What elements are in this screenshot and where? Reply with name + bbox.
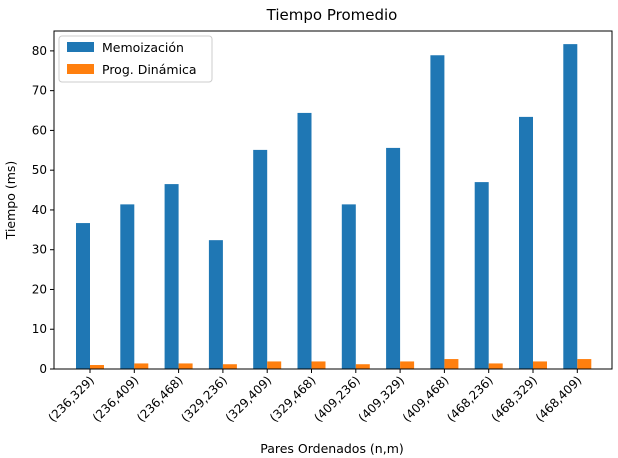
y-tick-label-4: 40 xyxy=(32,203,47,217)
bar-prog-dinamica-5 xyxy=(311,361,326,369)
bar-memoizacion-2 xyxy=(164,184,179,369)
x-tick-label-0: (236,329) xyxy=(46,373,98,425)
legend: Memoización Prog. Dinámica xyxy=(58,35,213,83)
y-tick-label-7: 70 xyxy=(32,84,47,98)
bar-memoizacion-8 xyxy=(430,55,445,369)
plot-frame xyxy=(53,30,613,370)
y-axis: 0 10 20 30 40 50 60 70 80 xyxy=(32,44,54,376)
bar-prog-dinamica-11 xyxy=(577,359,592,369)
x-tick-label-9: (468,236) xyxy=(444,373,496,425)
y-tick-label-2: 20 xyxy=(32,282,47,296)
bar-prog-dinamica-10 xyxy=(533,361,547,369)
bar-prog-dinamica-6 xyxy=(355,364,370,369)
bar-prog-dinamica-2 xyxy=(178,363,193,369)
x-tick-label-7: (409,329) xyxy=(356,373,408,425)
y-tick-label-3: 30 xyxy=(32,243,47,257)
bar-prog-dinamica-1 xyxy=(134,363,149,369)
bar-memoizacion-7 xyxy=(386,147,401,369)
legend-label-0: Memoización xyxy=(102,40,184,55)
x-axis: (236,329)(236,409)(236,468)(329,236)(329… xyxy=(46,369,585,425)
y-axis-label: Tiempo (ms) xyxy=(3,161,18,241)
y-tick-label-8: 80 xyxy=(32,44,47,58)
y-tick-label-6: 60 xyxy=(32,123,47,137)
bar-memoizacion-4 xyxy=(253,149,268,369)
legend-swatch-0 xyxy=(67,42,94,52)
bar-memoizacion-11 xyxy=(563,44,578,370)
x-tick-label-8: (409,468) xyxy=(400,373,452,425)
y-tick-label-5: 50 xyxy=(32,163,47,177)
x-tick-label-3: (329,236) xyxy=(178,373,230,425)
x-tick-label-2: (236,468) xyxy=(134,373,186,425)
y-tick-label-0: 0 xyxy=(39,362,47,376)
bar-prog-dinamica-9 xyxy=(488,363,503,369)
x-tick-label-4: (329,409) xyxy=(223,373,275,425)
legend-swatch-1 xyxy=(67,64,94,74)
x-tick-label-5: (329,468) xyxy=(267,373,319,425)
bar-memoizacion-6 xyxy=(341,204,356,369)
bar-memoizacion-5 xyxy=(297,112,312,370)
bars-group xyxy=(76,44,592,370)
y-tick-label-1: 10 xyxy=(32,322,47,336)
bar-memoizacion-3 xyxy=(208,240,223,369)
bar-memoizacion-0 xyxy=(76,223,90,369)
legend-label-1: Prog. Dinámica xyxy=(102,62,197,77)
x-axis-label: Pares Ordenados (n,m) xyxy=(260,441,404,456)
bar-prog-dinamica-7 xyxy=(400,361,415,369)
x-tick-label-6: (409,236) xyxy=(311,373,363,425)
bar-prog-dinamica-3 xyxy=(222,364,237,369)
bar-memoizacion-9 xyxy=(474,182,489,369)
bar-prog-dinamica-8 xyxy=(444,359,459,369)
x-tick-label-11: (468,409) xyxy=(533,373,585,425)
bar-memoizacion-10 xyxy=(519,116,533,370)
x-tick-label-10: (468,329) xyxy=(489,373,541,425)
legend-box xyxy=(58,35,213,83)
chart-title: Tiempo Promedio xyxy=(266,6,398,24)
x-tick-label-1: (236,409) xyxy=(90,373,142,425)
bar-prog-dinamica-4 xyxy=(267,361,282,369)
bar-prog-dinamica-0 xyxy=(90,365,104,369)
bar-memoizacion-1 xyxy=(120,204,135,369)
